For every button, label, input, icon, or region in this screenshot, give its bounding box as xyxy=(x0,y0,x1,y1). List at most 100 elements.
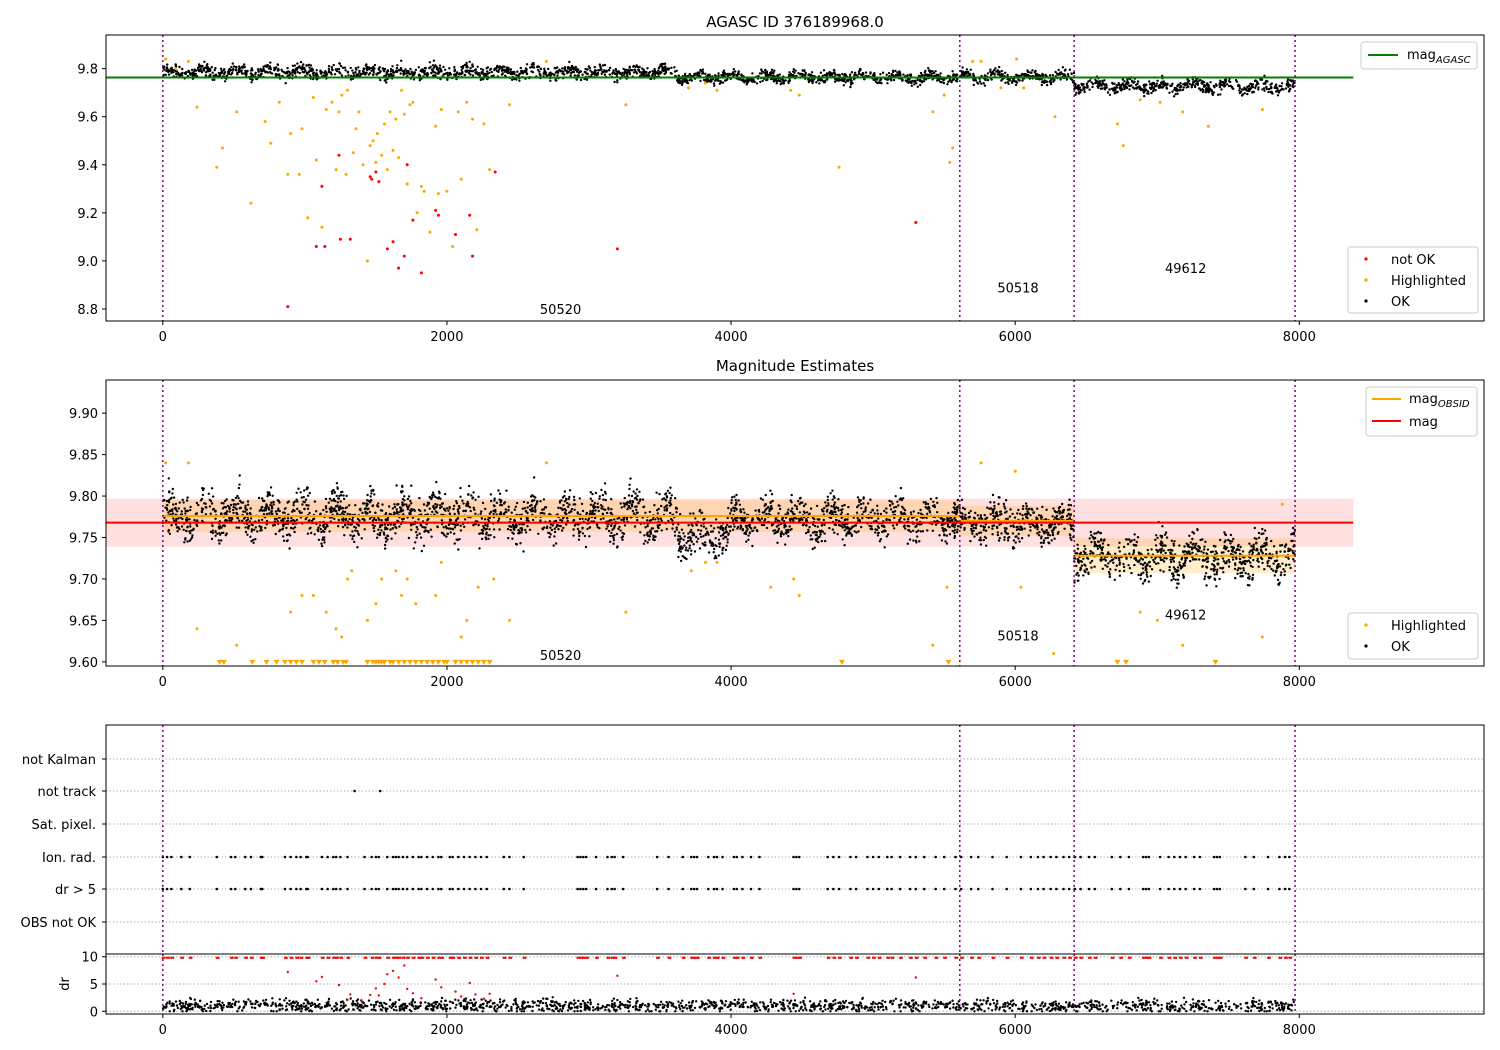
ok-point xyxy=(412,71,416,75)
ok-point xyxy=(463,73,467,77)
ok-point xyxy=(572,503,575,506)
not-ok-point xyxy=(374,170,378,174)
ok-point xyxy=(492,512,495,516)
ok-point xyxy=(935,496,938,500)
x-tick-label: 6000 xyxy=(999,330,1032,345)
ok-point xyxy=(387,73,390,77)
ok-point xyxy=(323,523,326,526)
ok-point xyxy=(671,527,674,530)
ok-point xyxy=(697,537,700,540)
ok-point xyxy=(1147,90,1150,93)
ok-point xyxy=(499,512,503,516)
ok-point xyxy=(1247,84,1251,88)
ok-point xyxy=(560,499,563,502)
ok-point xyxy=(956,531,959,534)
ok-point xyxy=(464,69,467,73)
ok-point xyxy=(413,509,416,512)
ok-point xyxy=(729,512,732,515)
ok-point xyxy=(648,74,651,78)
ok-point xyxy=(1087,80,1090,83)
ok-point xyxy=(301,65,304,68)
ok-point xyxy=(177,517,180,520)
ok-point xyxy=(1238,87,1242,90)
ok-point xyxy=(227,70,231,74)
highlighted-point xyxy=(471,117,474,121)
ok-point xyxy=(1050,78,1053,81)
ok-point xyxy=(292,508,295,512)
ok-point xyxy=(371,504,375,507)
ok-point xyxy=(952,73,955,76)
ok-point xyxy=(822,69,826,72)
ok-point xyxy=(1083,86,1086,89)
ok-point xyxy=(482,525,485,528)
ok-point xyxy=(533,506,537,509)
ok-point xyxy=(831,528,835,531)
ok-point xyxy=(619,529,622,532)
ok-point xyxy=(873,72,876,75)
ok-point xyxy=(515,524,518,527)
ok-point xyxy=(675,511,678,514)
ok-point xyxy=(423,530,426,533)
ok-point xyxy=(864,71,868,74)
ok-point xyxy=(329,71,332,75)
ok-point xyxy=(621,538,624,541)
ok-point xyxy=(930,72,933,76)
ok-point xyxy=(309,531,313,535)
ok-point xyxy=(699,532,702,536)
ok-point xyxy=(1185,83,1189,86)
ok-point xyxy=(306,72,309,75)
ok-point xyxy=(541,527,544,530)
ok-point xyxy=(408,504,411,507)
ok-point xyxy=(324,505,328,508)
ok-point xyxy=(1171,82,1174,86)
ok-point xyxy=(165,499,169,503)
ok-point xyxy=(978,80,982,83)
ok-point xyxy=(397,69,400,72)
ok-point xyxy=(398,506,402,509)
ok-point xyxy=(348,517,351,521)
ok-point xyxy=(722,527,725,530)
ok-point xyxy=(337,518,340,522)
ok-point xyxy=(219,525,222,528)
ok-point xyxy=(855,73,858,77)
ok-point xyxy=(332,63,335,67)
ok-point xyxy=(167,530,170,533)
ok-point xyxy=(1091,85,1094,89)
ok-point xyxy=(648,530,651,533)
ok-point xyxy=(183,541,186,544)
ok-point xyxy=(435,65,438,69)
ok-point xyxy=(419,69,422,73)
ok-point xyxy=(651,72,655,76)
ok-point xyxy=(1247,87,1251,91)
ok-point xyxy=(1237,83,1240,87)
ok-point xyxy=(250,78,254,82)
ok-point xyxy=(1114,88,1117,92)
ok-point xyxy=(522,500,526,504)
highlighted-point xyxy=(942,93,946,97)
ok-point xyxy=(512,532,515,535)
ok-point xyxy=(739,524,742,527)
y-tick-label: 8.8 xyxy=(77,303,98,318)
ok-point xyxy=(717,74,720,77)
ok-point xyxy=(887,71,891,75)
ok-point xyxy=(237,486,241,490)
ok-point xyxy=(787,81,790,85)
ok-point xyxy=(596,526,599,529)
ok-point xyxy=(375,536,379,539)
ok-point xyxy=(166,63,169,66)
ok-point xyxy=(327,65,331,68)
ok-point xyxy=(395,70,398,73)
ok-point xyxy=(354,68,358,71)
ok-point xyxy=(260,72,263,76)
ok-point xyxy=(200,510,204,514)
ok-point xyxy=(357,66,360,69)
ok-point xyxy=(1280,85,1283,88)
ok-point xyxy=(244,504,247,507)
ok-point xyxy=(361,517,364,521)
ok-point xyxy=(513,72,516,76)
legend-ok-marker xyxy=(1364,299,1368,303)
ok-point xyxy=(370,492,373,495)
ok-point xyxy=(246,503,250,506)
ok-point xyxy=(191,71,194,75)
panel1-legend-bottom: not OK Highlighted OK xyxy=(1347,246,1479,314)
